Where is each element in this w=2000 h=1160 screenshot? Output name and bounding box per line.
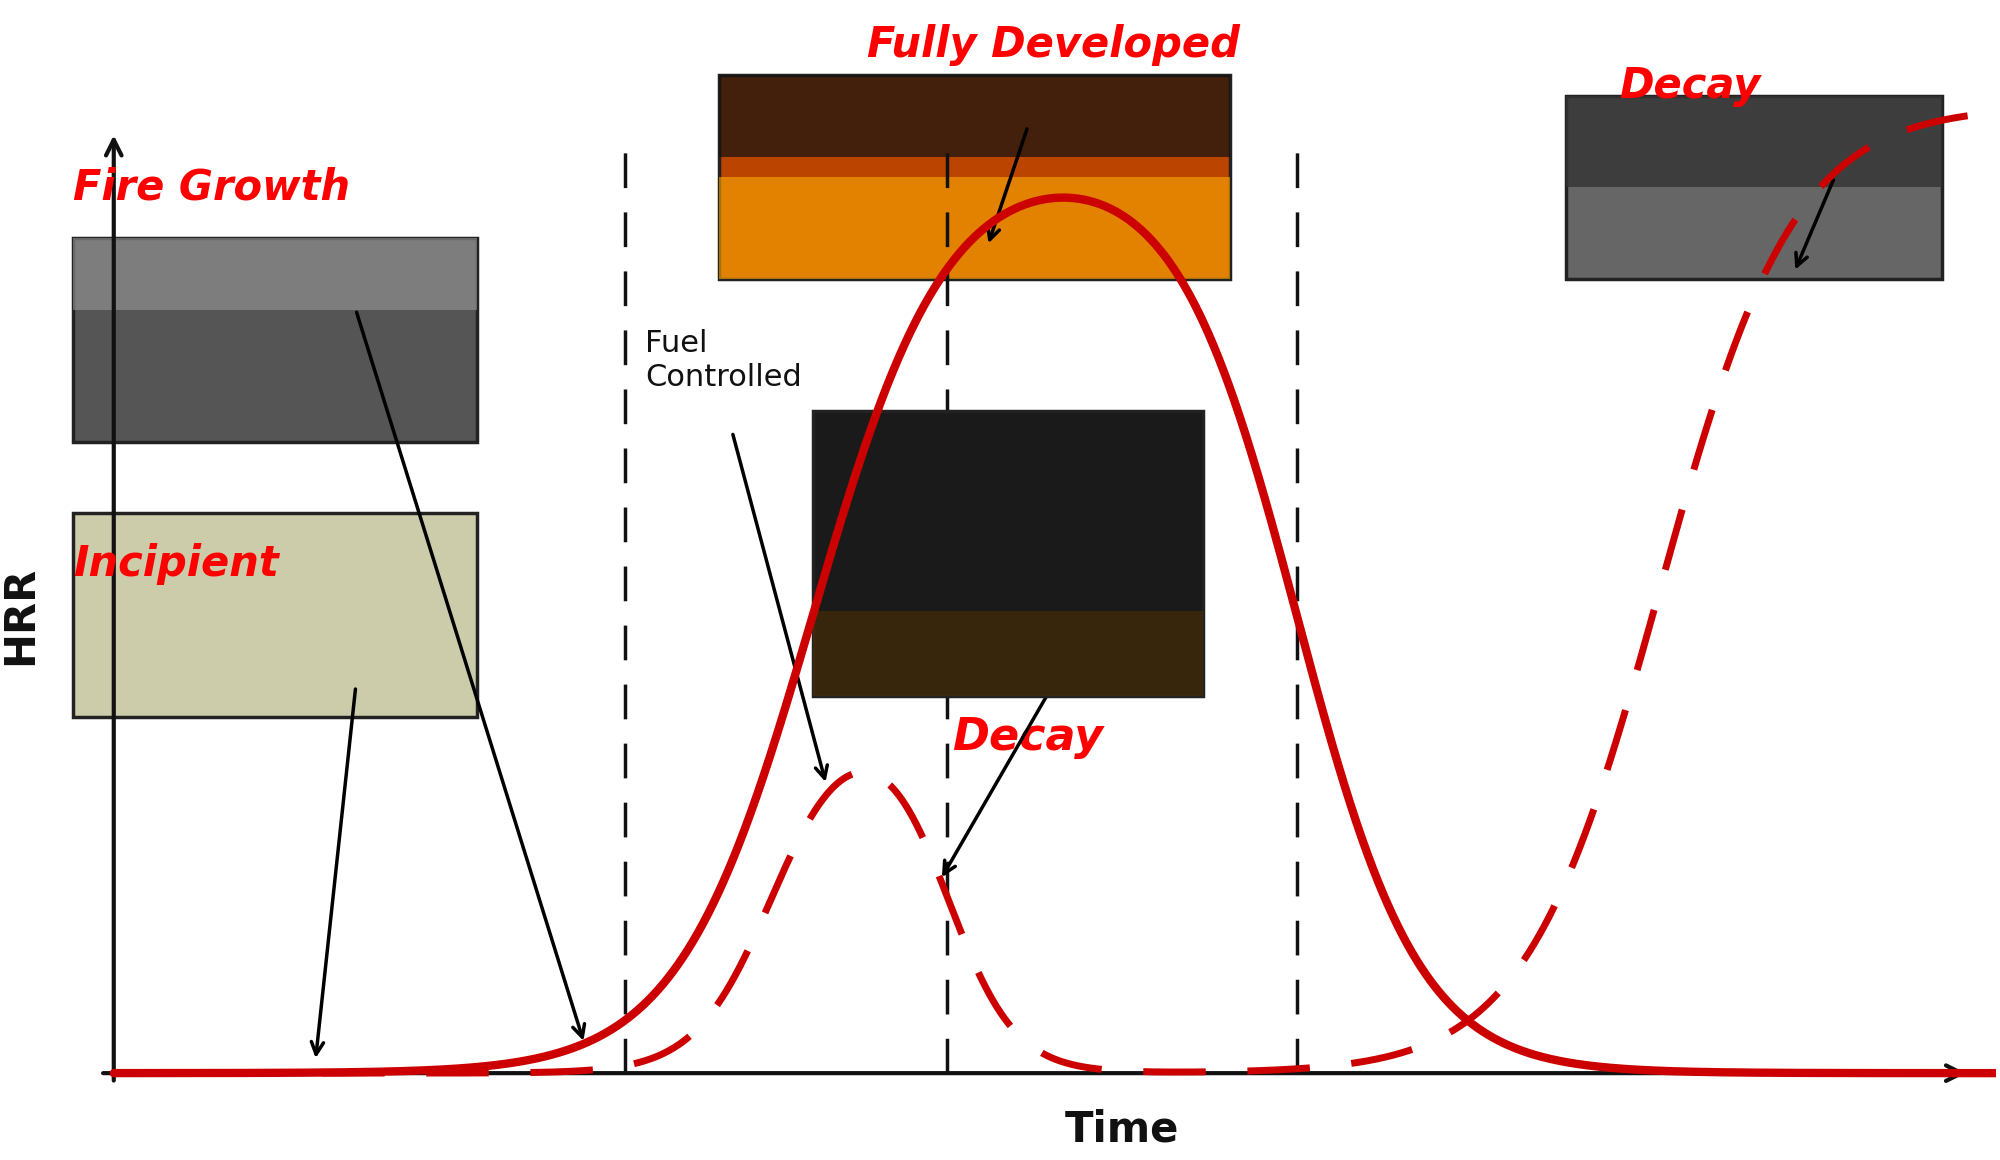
Text: Fuel
Controlled: Fuel Controlled — [644, 329, 802, 392]
Text: Fire Growth: Fire Growth — [74, 166, 350, 209]
Text: Ventilation
Controlled: Ventilation Controlled — [988, 513, 1150, 575]
Text: HRR: HRR — [0, 565, 40, 665]
Bar — [1566, 96, 1942, 280]
Text: Decay: Decay — [952, 716, 1104, 759]
Text: Time: Time — [1064, 1108, 1180, 1151]
Text: Incipient: Incipient — [74, 543, 280, 585]
Bar — [718, 177, 1230, 280]
Bar — [718, 75, 1230, 157]
Bar — [812, 611, 1202, 696]
Bar — [718, 75, 1230, 280]
Bar — [74, 238, 476, 310]
Bar — [74, 513, 476, 717]
Bar — [1566, 96, 1942, 188]
Bar — [74, 238, 476, 442]
Text: Decay: Decay — [1620, 65, 1760, 107]
Text: Fully Developed: Fully Developed — [866, 24, 1240, 66]
Bar — [812, 412, 1202, 696]
